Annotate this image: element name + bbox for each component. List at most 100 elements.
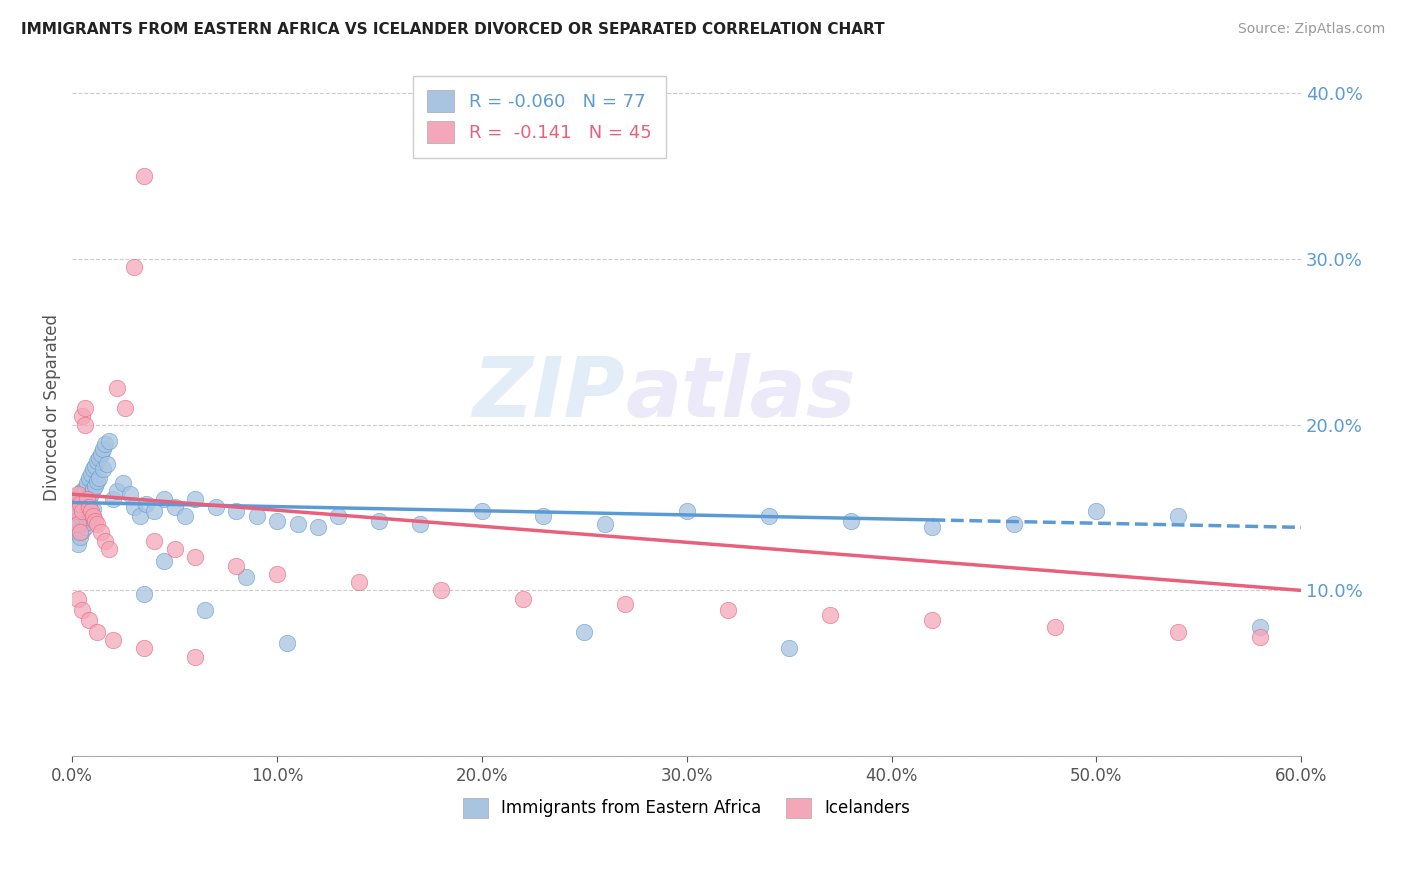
Point	[90, 447, 112, 461]
Point	[103, 492, 125, 507]
Point	[77, 470, 100, 484]
Point	[72, 524, 94, 538]
Point	[266, 566, 288, 581]
Point	[69, 497, 91, 511]
Point	[86, 516, 108, 531]
Point	[531, 508, 554, 523]
Point	[98, 541, 121, 556]
Point	[73, 481, 96, 495]
Point	[122, 260, 145, 274]
Point	[72, 483, 94, 498]
Point	[153, 553, 176, 567]
Point	[82, 482, 104, 496]
Point	[1249, 630, 1271, 644]
Text: IMMIGRANTS FROM EASTERN AFRICA VS ICELANDER DIVORCED OR SEPARATED CORRELATION CH: IMMIGRANTS FROM EASTERN AFRICA VS ICELAN…	[21, 22, 884, 37]
Point	[82, 462, 104, 476]
Point	[163, 500, 186, 515]
Point	[105, 483, 128, 498]
Point	[184, 550, 207, 565]
Point	[593, 516, 616, 531]
Point	[86, 624, 108, 639]
Point	[94, 533, 117, 548]
Point	[73, 417, 96, 432]
Point	[194, 603, 217, 617]
Point	[79, 487, 101, 501]
Point	[204, 500, 226, 515]
Point	[225, 558, 247, 573]
Point	[1045, 620, 1067, 634]
Text: atlas: atlas	[626, 353, 856, 434]
Point	[91, 442, 114, 457]
Point	[83, 479, 105, 493]
Point	[184, 649, 207, 664]
Point	[512, 591, 534, 606]
Point	[76, 516, 98, 530]
Point	[65, 492, 87, 507]
Point	[409, 516, 432, 531]
Point	[86, 454, 108, 468]
Point	[347, 575, 370, 590]
Point	[122, 500, 145, 515]
Point	[82, 502, 104, 516]
Legend: Immigrants from Eastern Africa, Icelanders: Immigrants from Eastern Africa, Icelande…	[456, 791, 917, 824]
Point	[91, 462, 114, 476]
Point	[63, 504, 86, 518]
Point	[65, 525, 87, 540]
Point	[112, 475, 135, 490]
Point	[72, 504, 94, 518]
Point	[105, 381, 128, 395]
Point	[76, 492, 98, 507]
Point	[67, 497, 90, 511]
Point	[839, 514, 862, 528]
Point	[1167, 624, 1189, 639]
Point	[98, 434, 121, 449]
Point	[135, 497, 157, 511]
Point	[73, 520, 96, 534]
Point	[143, 504, 166, 518]
Point	[67, 516, 90, 531]
Point	[87, 470, 110, 484]
Point	[69, 487, 91, 501]
Point	[79, 504, 101, 518]
Point	[86, 474, 108, 488]
Point	[368, 514, 391, 528]
Point	[430, 583, 453, 598]
Point	[83, 514, 105, 528]
Point	[79, 467, 101, 482]
Point	[132, 587, 155, 601]
Point	[118, 487, 141, 501]
Point	[758, 508, 780, 523]
Text: ZIP: ZIP	[472, 353, 626, 434]
Point	[1167, 508, 1189, 523]
Point	[77, 491, 100, 505]
Point	[77, 613, 100, 627]
Point	[63, 492, 86, 507]
Point	[87, 450, 110, 465]
Point	[132, 169, 155, 183]
Point	[76, 475, 98, 490]
Point	[287, 516, 309, 531]
Point	[103, 633, 125, 648]
Point	[69, 525, 91, 540]
Point	[245, 508, 267, 523]
Point	[1249, 620, 1271, 634]
Point	[65, 504, 87, 518]
Point	[921, 613, 943, 627]
Point	[82, 508, 104, 523]
Point	[1085, 504, 1108, 518]
Point	[67, 591, 90, 606]
Point	[818, 608, 841, 623]
Point	[73, 401, 96, 415]
Point	[67, 487, 90, 501]
Point	[90, 525, 112, 540]
Point	[77, 500, 100, 515]
Point	[328, 508, 350, 523]
Point	[675, 504, 697, 518]
Point	[574, 624, 596, 639]
Point	[72, 409, 94, 424]
Point	[614, 597, 637, 611]
Point	[114, 401, 136, 415]
Point	[1002, 516, 1025, 531]
Point	[73, 500, 96, 515]
Point	[76, 495, 98, 509]
